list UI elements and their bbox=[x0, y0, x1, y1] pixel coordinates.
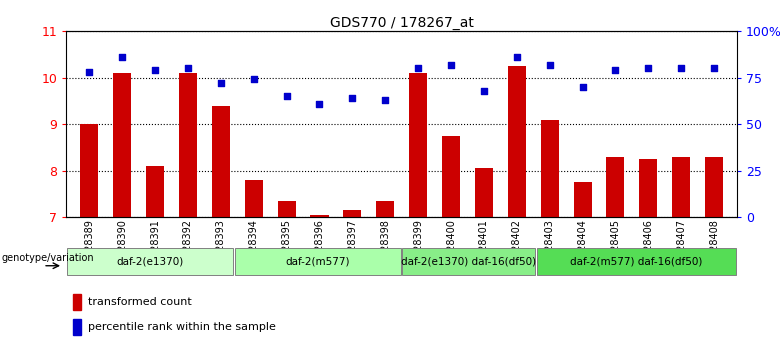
Bar bbox=[67, 248, 233, 275]
Bar bbox=[475, 168, 493, 217]
Bar bbox=[235, 248, 401, 275]
Point bbox=[642, 66, 654, 71]
Point bbox=[445, 62, 457, 67]
Point bbox=[511, 55, 523, 60]
Bar bbox=[705, 157, 723, 217]
Bar bbox=[640, 159, 658, 217]
Text: genotype/variation: genotype/variation bbox=[2, 254, 94, 263]
Point bbox=[576, 84, 589, 90]
Point bbox=[314, 101, 326, 107]
Title: GDS770 / 178267_at: GDS770 / 178267_at bbox=[330, 16, 473, 30]
Bar bbox=[146, 166, 164, 217]
Text: daf-2(m577): daf-2(m577) bbox=[285, 256, 350, 266]
Bar bbox=[80, 124, 98, 217]
Text: daf-2(e1370) daf-16(df50): daf-2(e1370) daf-16(df50) bbox=[401, 256, 537, 266]
Point bbox=[379, 97, 392, 103]
Bar bbox=[409, 73, 427, 217]
Bar bbox=[541, 120, 558, 217]
Bar bbox=[376, 201, 395, 217]
Text: daf-2(m577) daf-16(df50): daf-2(m577) daf-16(df50) bbox=[570, 256, 703, 266]
Bar bbox=[672, 157, 690, 217]
Bar bbox=[245, 180, 263, 217]
Point bbox=[280, 93, 292, 99]
Bar bbox=[573, 183, 591, 217]
Point bbox=[83, 69, 96, 75]
Bar bbox=[179, 73, 197, 217]
Bar bbox=[537, 248, 736, 275]
Point bbox=[609, 67, 622, 73]
Bar bbox=[606, 157, 625, 217]
Bar bbox=[343, 210, 361, 217]
Point bbox=[215, 80, 227, 86]
Point bbox=[477, 88, 490, 93]
Bar bbox=[73, 319, 81, 335]
Bar bbox=[113, 73, 131, 217]
Bar bbox=[310, 215, 328, 217]
Text: transformed count: transformed count bbox=[88, 297, 192, 307]
Point bbox=[544, 62, 556, 67]
Point bbox=[412, 66, 424, 71]
Point bbox=[182, 66, 194, 71]
Bar bbox=[442, 136, 460, 217]
Point bbox=[247, 77, 260, 82]
Bar bbox=[402, 248, 535, 275]
Text: daf-2(e1370): daf-2(e1370) bbox=[116, 256, 184, 266]
Text: percentile rank within the sample: percentile rank within the sample bbox=[88, 322, 275, 332]
Point bbox=[116, 55, 129, 60]
Point bbox=[675, 66, 687, 71]
Bar bbox=[508, 66, 526, 217]
Bar bbox=[212, 106, 230, 217]
Point bbox=[346, 95, 359, 101]
Point bbox=[149, 67, 161, 73]
Bar bbox=[73, 294, 81, 309]
Point bbox=[707, 66, 720, 71]
Bar bbox=[278, 201, 296, 217]
